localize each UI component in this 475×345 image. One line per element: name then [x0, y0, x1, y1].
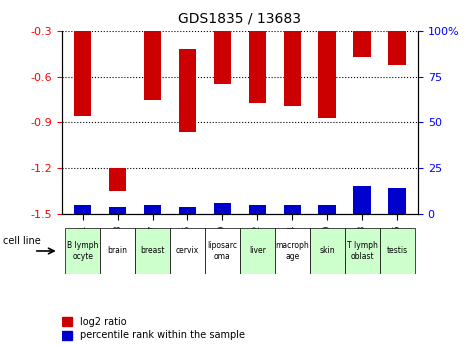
FancyBboxPatch shape	[205, 228, 240, 274]
Title: GDS1835 / 13683: GDS1835 / 13683	[179, 12, 301, 26]
Text: liposarc
oma: liposarc oma	[208, 241, 238, 261]
Bar	[74, 205, 91, 214]
Bar	[318, 22, 336, 118]
FancyBboxPatch shape	[240, 228, 275, 274]
Text: cell line: cell line	[3, 236, 41, 246]
FancyBboxPatch shape	[65, 228, 100, 274]
Bar	[62, 331, 72, 340]
Text: cervix: cervix	[176, 246, 199, 256]
Text: skin: skin	[319, 246, 335, 256]
Bar	[353, 186, 371, 214]
Text: percentile rank within the sample: percentile rank within the sample	[80, 331, 245, 341]
FancyBboxPatch shape	[275, 228, 310, 274]
Bar	[214, 203, 231, 214]
FancyBboxPatch shape	[135, 228, 170, 274]
Bar	[389, 188, 406, 214]
Text: brain: brain	[108, 246, 128, 256]
Bar	[389, 0, 406, 65]
Bar	[248, 205, 266, 214]
Bar	[62, 317, 72, 326]
Bar	[109, 207, 126, 214]
Text: macroph
age: macroph age	[276, 241, 309, 261]
Bar	[179, 207, 196, 214]
Text: log2 ratio: log2 ratio	[80, 317, 126, 327]
Bar	[144, 205, 162, 214]
Bar	[284, 0, 301, 106]
Bar	[144, 0, 162, 100]
FancyBboxPatch shape	[345, 228, 380, 274]
Text: T lymph
oblast: T lymph oblast	[347, 241, 378, 261]
FancyBboxPatch shape	[380, 228, 415, 274]
FancyBboxPatch shape	[310, 228, 345, 274]
Bar	[248, 0, 266, 103]
Bar	[179, 49, 196, 131]
Text: B lymph
ocyte: B lymph ocyte	[67, 241, 98, 261]
Text: liver: liver	[249, 246, 266, 256]
Bar	[353, 0, 371, 57]
FancyBboxPatch shape	[170, 228, 205, 274]
FancyBboxPatch shape	[100, 228, 135, 274]
Bar	[214, 0, 231, 85]
Text: breast: breast	[140, 246, 165, 256]
Bar	[109, 168, 126, 191]
Text: testis: testis	[387, 246, 408, 256]
Bar	[284, 205, 301, 214]
Bar	[74, 19, 91, 116]
Bar	[318, 205, 336, 214]
